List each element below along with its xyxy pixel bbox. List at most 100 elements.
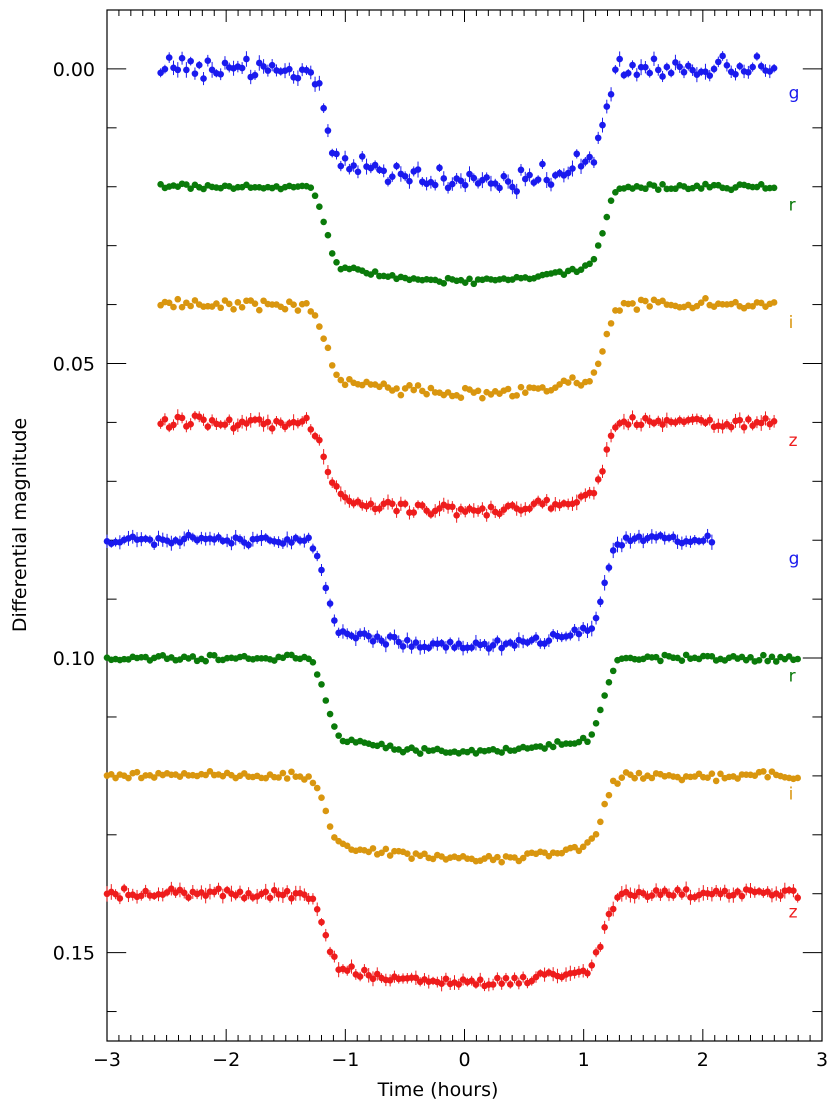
data-point	[213, 300, 220, 307]
data-point	[180, 889, 188, 897]
data-point	[500, 172, 508, 180]
data-point	[322, 931, 330, 939]
data-point	[436, 164, 443, 172]
data-point	[479, 505, 486, 512]
data-point	[393, 385, 400, 392]
data-point	[599, 348, 606, 355]
data-point	[333, 258, 340, 266]
data-point	[307, 184, 315, 191]
data-point	[125, 774, 132, 782]
data-point	[757, 181, 765, 188]
data-point	[515, 980, 523, 987]
x-tick-label: −3	[93, 1049, 121, 1071]
data-point	[376, 505, 383, 512]
data-point	[466, 170, 473, 178]
series-label-z: z	[789, 902, 798, 922]
data-point	[635, 769, 643, 777]
data-point	[704, 532, 711, 540]
data-point	[322, 584, 330, 592]
data-point	[513, 188, 520, 195]
data-point	[706, 416, 714, 424]
data-point	[747, 653, 754, 661]
data-point	[414, 382, 422, 389]
data-point	[601, 924, 608, 931]
data-point	[165, 54, 173, 61]
data-point	[350, 162, 357, 169]
data-point	[605, 679, 613, 686]
data-point	[313, 905, 321, 913]
data-point	[240, 894, 248, 902]
data-point	[794, 774, 801, 782]
data-point	[734, 775, 741, 782]
y-axis-label: Differential magnitude	[9, 418, 31, 632]
data-point	[378, 849, 385, 857]
data-point	[313, 784, 321, 792]
data-point	[320, 453, 327, 461]
data-point	[453, 512, 460, 519]
data-point	[650, 182, 658, 189]
data-point	[592, 614, 600, 622]
data-point	[367, 500, 375, 508]
data-point	[642, 297, 649, 305]
series-label-i: i	[789, 313, 794, 333]
data-point	[594, 476, 602, 483]
data-point	[599, 121, 606, 129]
data-point	[599, 230, 606, 237]
data-point	[245, 541, 252, 549]
data-point	[410, 509, 418, 516]
data-point	[669, 533, 677, 541]
data-point	[521, 175, 529, 183]
data-point	[573, 150, 581, 158]
data-point	[324, 231, 332, 239]
data-point	[356, 973, 364, 980]
data-point	[107, 770, 115, 778]
data-point	[288, 539, 295, 546]
data-point	[504, 178, 512, 185]
data-point	[371, 161, 379, 169]
data-point	[768, 653, 776, 661]
data-point	[603, 330, 611, 338]
data-point	[326, 710, 334, 718]
data-point	[547, 181, 555, 188]
data-point	[601, 692, 608, 699]
data-point	[170, 303, 177, 311]
data-point	[474, 387, 482, 395]
data-point	[526, 505, 533, 512]
data-point	[271, 886, 278, 894]
data-point	[195, 61, 203, 69]
data-point	[187, 185, 194, 193]
data-point	[142, 887, 149, 895]
data-point	[150, 774, 158, 781]
data-point	[569, 165, 576, 172]
data-point	[612, 424, 619, 431]
data-point	[442, 975, 450, 983]
series-label-g: g	[789, 83, 800, 103]
data-point	[309, 659, 317, 666]
data-point	[669, 892, 677, 899]
data-point	[732, 298, 739, 306]
data-point	[753, 53, 761, 60]
data-point	[200, 185, 207, 193]
data-point	[234, 299, 242, 306]
plot-frame	[106, 9, 823, 1042]
data-point	[770, 299, 778, 306]
data-point	[178, 54, 186, 62]
series-label-i: i	[789, 784, 794, 804]
data-point	[697, 299, 705, 306]
data-point	[202, 892, 209, 899]
y-tick-label: 0.00	[53, 59, 95, 81]
data-point	[313, 671, 321, 678]
data-point	[397, 391, 405, 399]
data-point	[174, 66, 182, 74]
data-point	[547, 505, 555, 512]
series-label-r: r	[789, 667, 796, 687]
data-point	[528, 977, 536, 985]
data-point	[150, 541, 158, 549]
data-point	[564, 379, 572, 386]
data-point	[408, 643, 415, 651]
data-point	[597, 706, 604, 714]
data-point	[311, 192, 319, 200]
data-point	[616, 307, 623, 314]
data-point	[498, 644, 505, 652]
data-point	[303, 414, 310, 422]
